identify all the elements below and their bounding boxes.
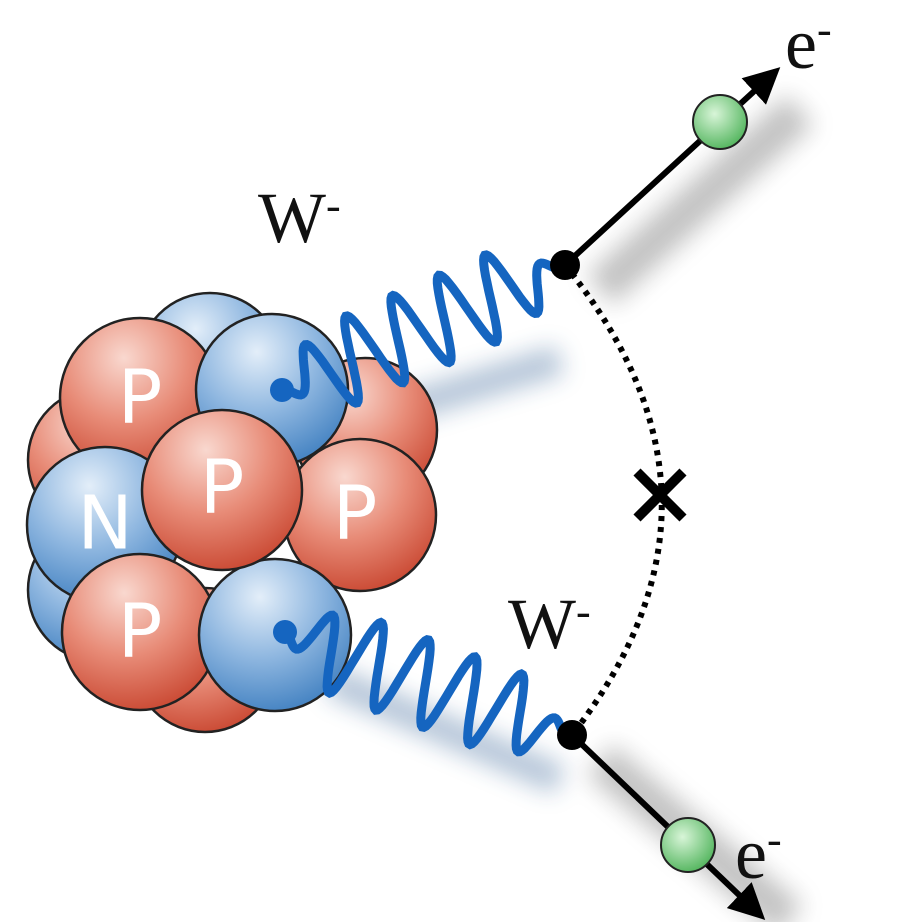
vertex [550, 250, 580, 280]
vertex [557, 720, 587, 750]
nucleon-label: N [77, 481, 132, 567]
nucleon-label: P [118, 589, 163, 675]
cross [637, 472, 683, 518]
w-start [273, 620, 297, 644]
nucleon-label: P [333, 471, 378, 557]
boson-label: W- [258, 178, 341, 258]
electron [661, 818, 715, 872]
electron-label: e- [785, 4, 832, 84]
electron [693, 95, 747, 149]
boson-label: W- [508, 584, 591, 664]
nucleon-label: P [200, 445, 245, 531]
w-start [270, 378, 294, 402]
diagram: P P N P P W- W- e- e- [0, 0, 923, 922]
electron-line [572, 735, 760, 915]
nucleon-label: P [118, 355, 163, 441]
neutrino-line [565, 265, 662, 735]
